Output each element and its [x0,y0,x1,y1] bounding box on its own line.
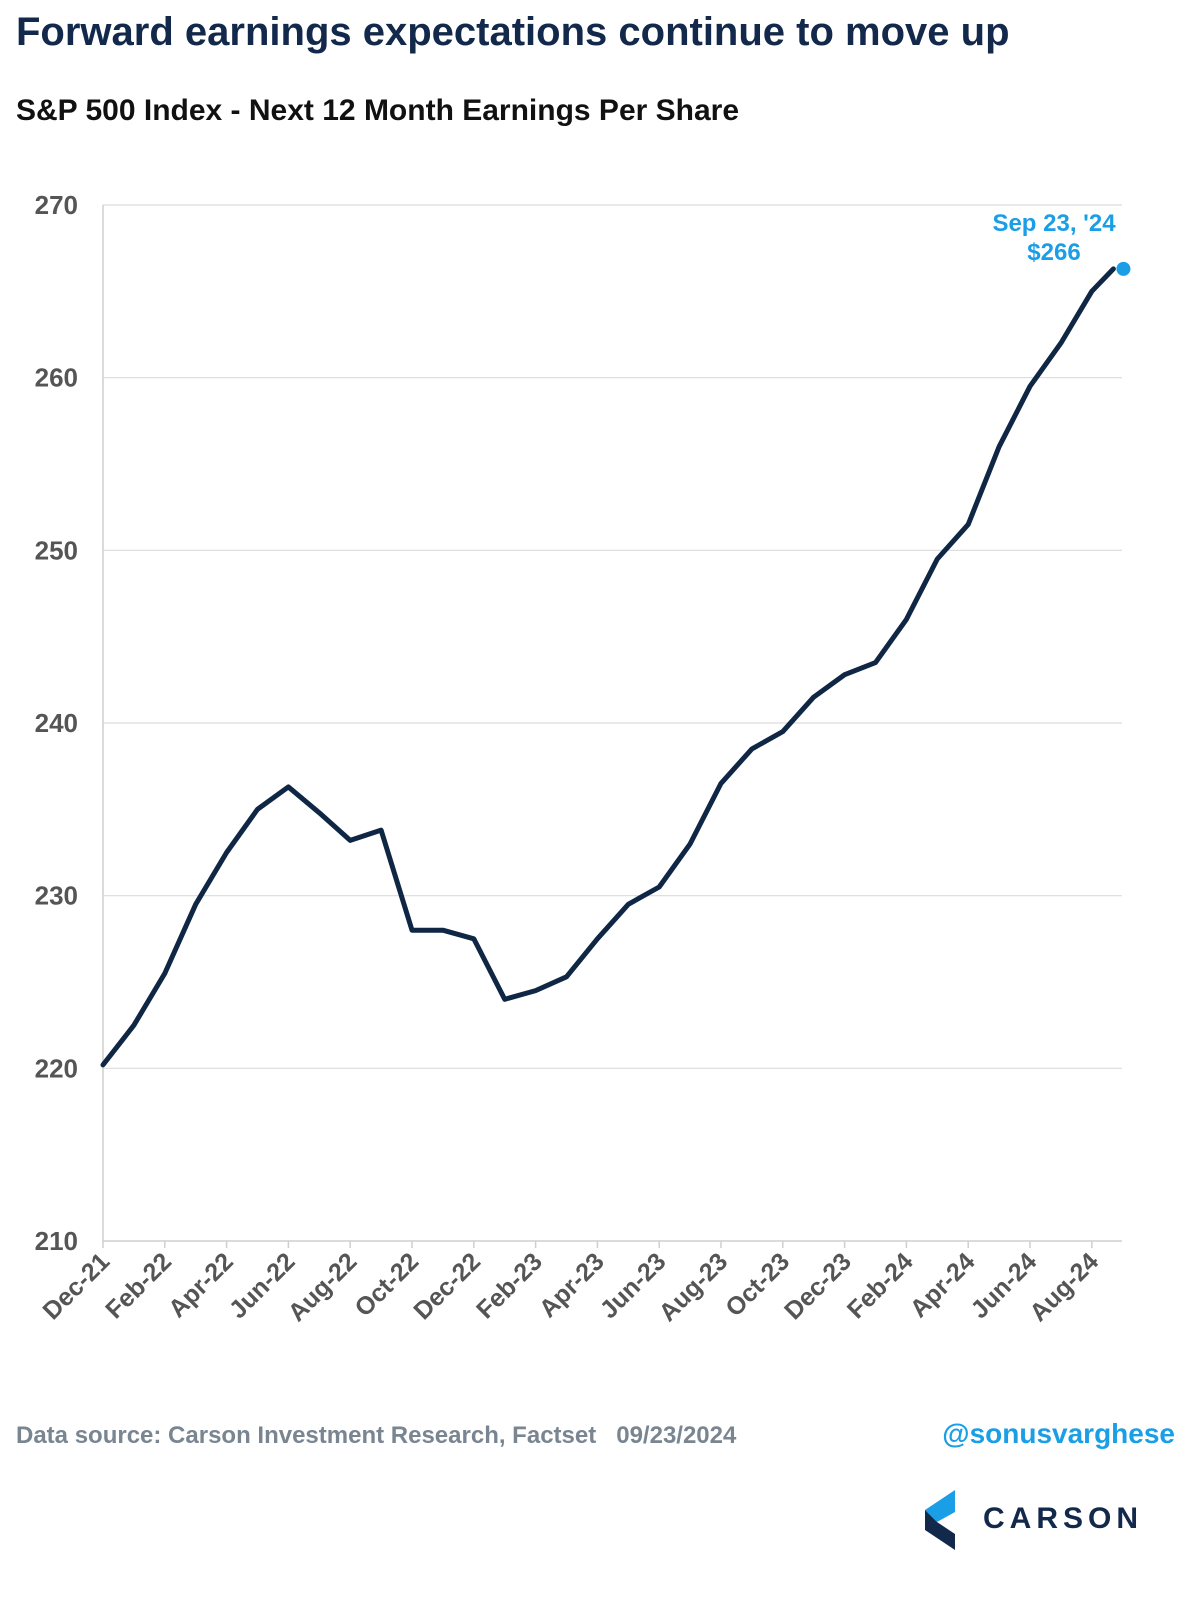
end-point-marker [1116,261,1131,276]
x-tick-label: Feb-24 [842,1247,919,1324]
line-chart: 210 220 230 240 250 260 270 Dec-21Feb-22Apr-22… [35,190,1131,1327]
x-tick-label: Apr-22 [163,1247,239,1323]
x-tick-label: Feb-23 [471,1247,548,1324]
y-tick-label: 270 [35,190,78,220]
author-handle[interactable]: @sonusvarghese [942,1418,1175,1449]
x-tick-label: Apr-24 [905,1247,981,1323]
x-axis-ticks: Dec-21Feb-22Apr-22Jun-22Aug-22Oct-22Dec-… [37,1241,1104,1327]
x-tick-label: Apr-23 [534,1247,610,1323]
y-tick-label: 220 [35,1053,78,1083]
carson-logo-icon [925,1490,955,1550]
y-tick-label: 260 [35,363,78,393]
x-tick-label: Aug-22 [283,1247,363,1327]
y-tick-label: 230 [35,881,78,911]
x-tick-label: Aug-23 [654,1247,734,1327]
x-tick-label: Dec-22 [408,1247,486,1325]
y-axis-ticks: 210 220 230 240 250 260 270 [35,190,78,1256]
annotation-date: Sep 23, '24 [992,210,1116,237]
gridlines [103,204,1122,1069]
y-tick-label: 210 [35,1226,78,1256]
carson-logo-text: CARSON [983,1502,1144,1535]
chart-subtitle: S&P 500 Index - Next 12 Month Earnings P… [16,94,740,127]
carson-logo: CARSON [925,1490,1175,1550]
x-tick-label: Dec-21 [37,1247,115,1325]
series-line-eps [100,266,1116,1068]
chart-title: Forward earnings expectations continue t… [16,10,1010,54]
x-tick-label: Dec-23 [779,1247,857,1325]
x-tick-label: Aug-24 [1024,1247,1104,1327]
source-text: Data source: Carson Investment Research,… [16,1422,597,1449]
y-tick-label: 250 [35,535,78,565]
source-date: 09/23/2024 [616,1422,737,1449]
y-tick-label: 240 [35,708,78,738]
x-tick-label: Feb-22 [100,1247,177,1324]
data-source-footer: Data source: Carson Investment Research,… [16,1422,736,1450]
annotation-value: $266 [1027,239,1080,266]
